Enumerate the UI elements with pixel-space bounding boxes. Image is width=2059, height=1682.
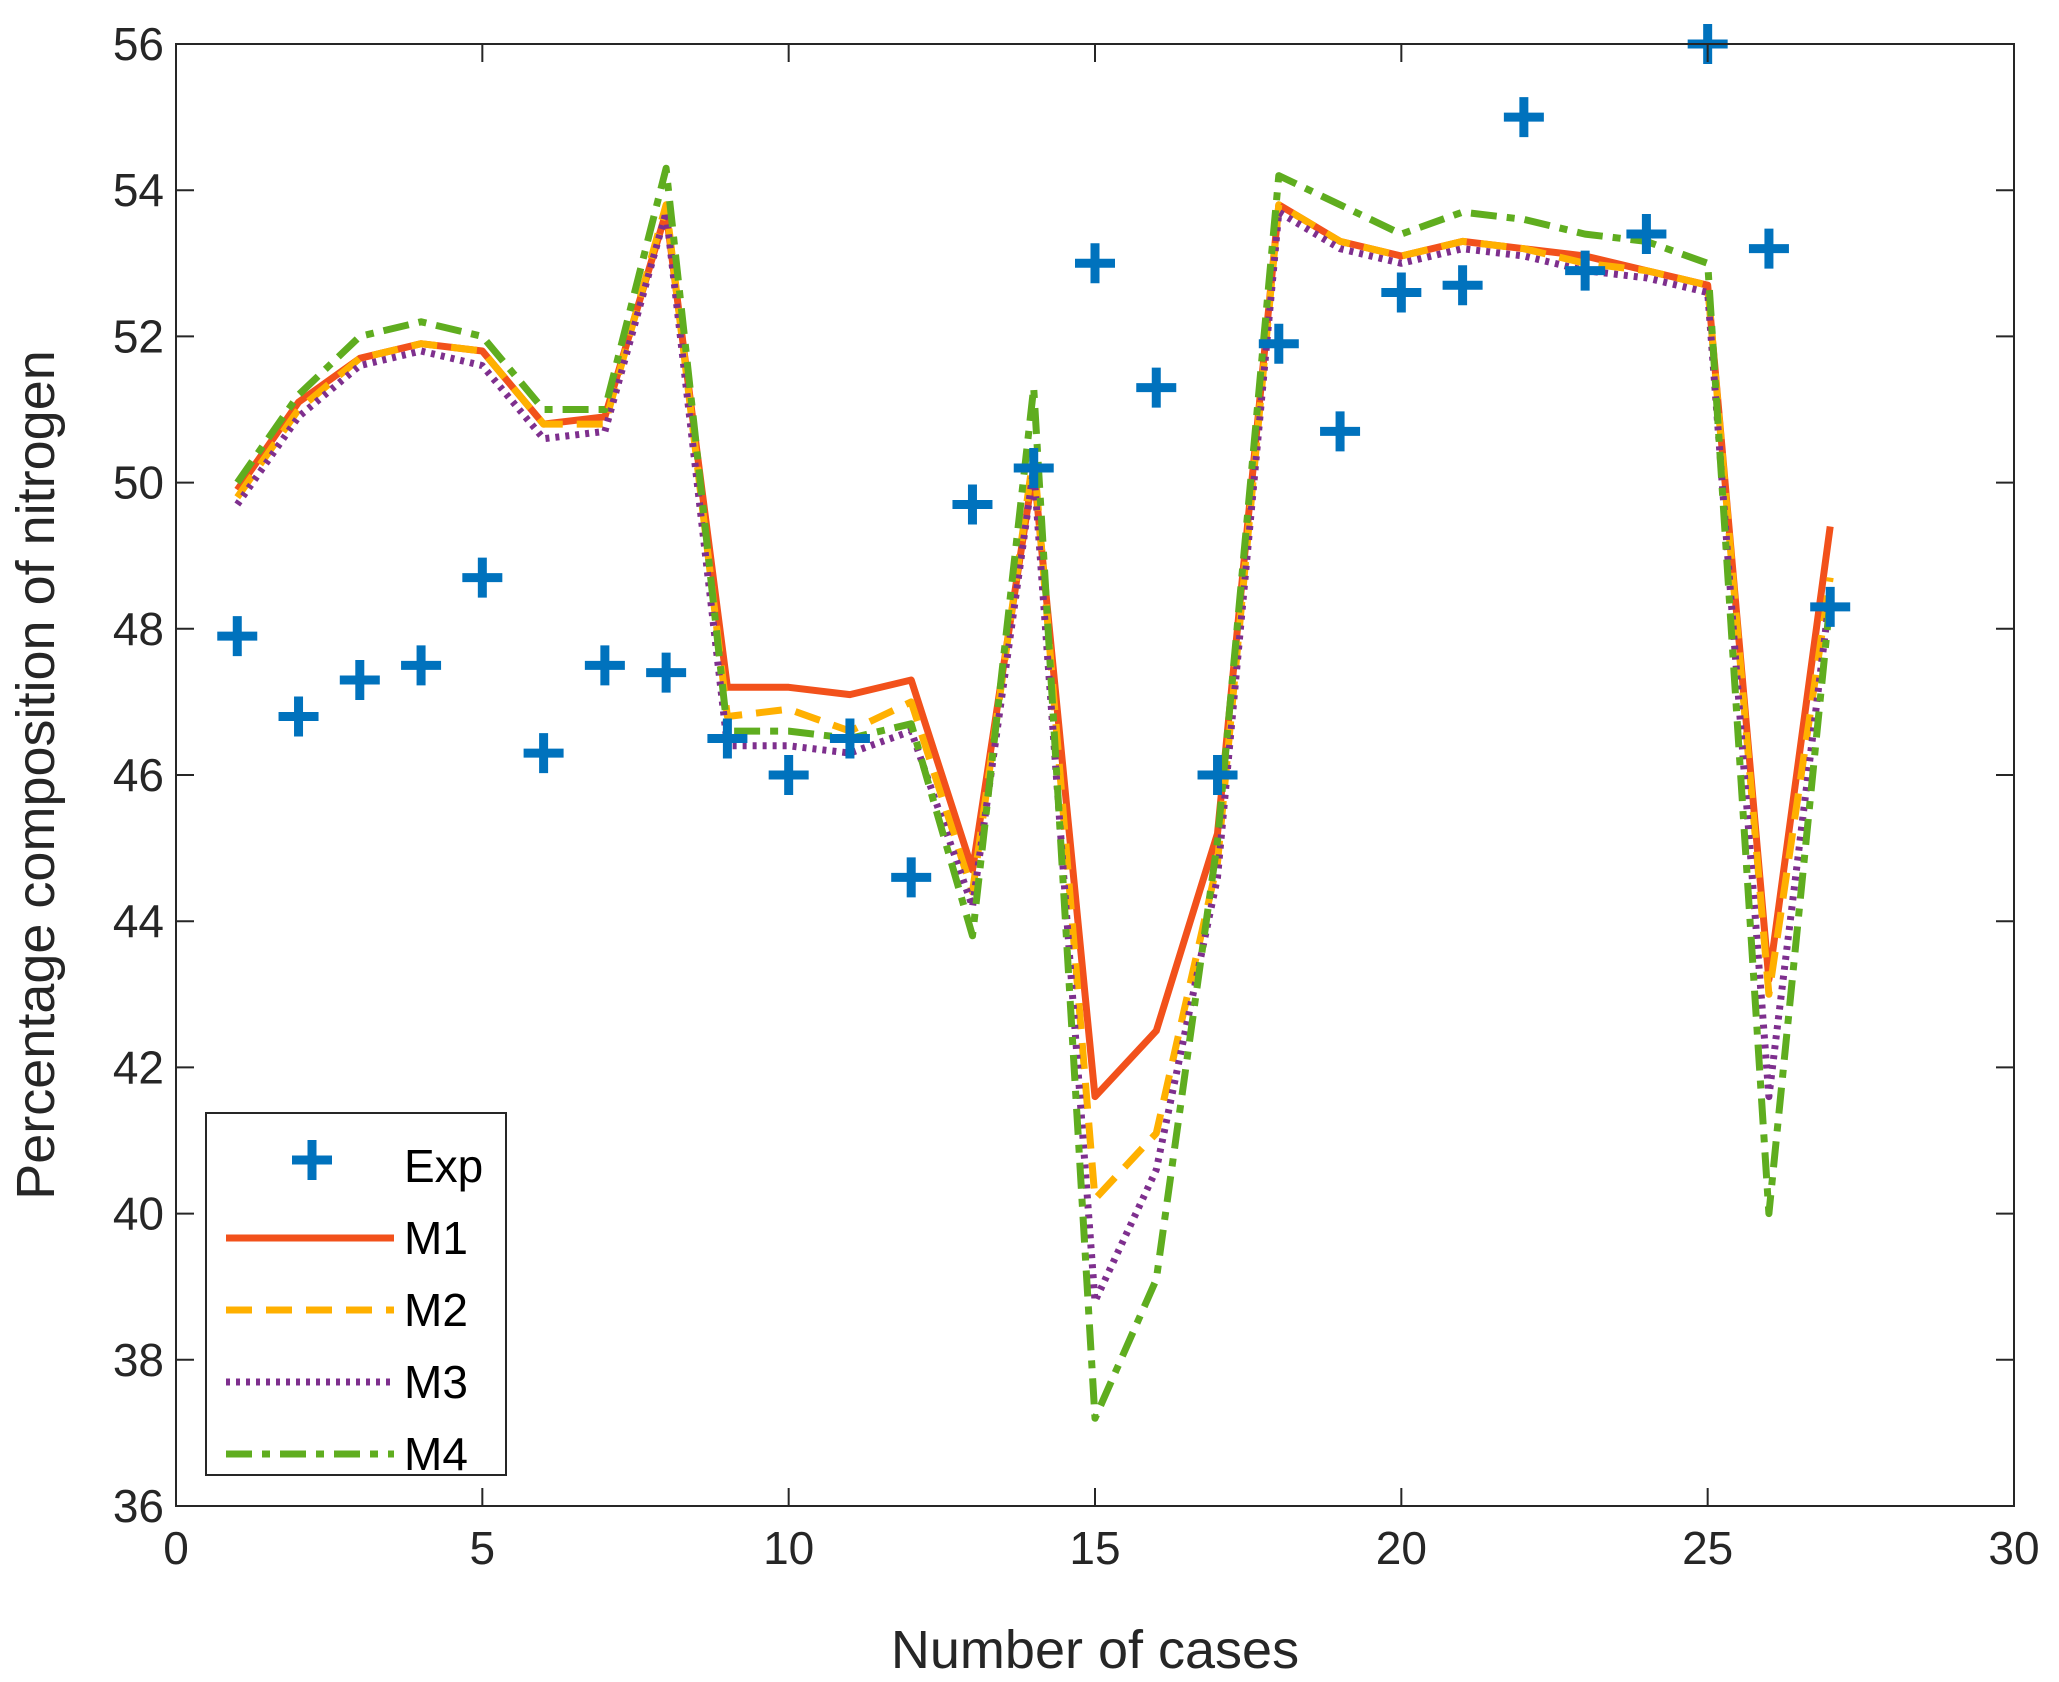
point-exp-23 <box>1565 250 1606 291</box>
y-tick-label: 42 <box>113 1041 164 1093</box>
point-exp-14 <box>1013 447 1054 488</box>
y-tick-label: 56 <box>113 18 164 70</box>
y-tick-label: 36 <box>113 1480 164 1532</box>
plot-markers <box>217 24 1851 898</box>
x-tick-label: 5 <box>470 1522 496 1574</box>
point-exp-5 <box>462 557 503 598</box>
point-exp-17 <box>1197 755 1238 795</box>
legend-box <box>205 1112 507 1476</box>
legend-label-exp: Exp <box>404 1140 483 1192</box>
point-exp-10 <box>768 755 809 795</box>
point-exp-18 <box>1258 323 1299 364</box>
x-ticks: 0 5 10 15 20 25 30 <box>163 44 2040 1574</box>
point-exp-3 <box>339 659 380 700</box>
point-exp-21 <box>1442 265 1483 306</box>
point-exp-8 <box>646 652 687 693</box>
point-exp-12 <box>891 857 932 898</box>
point-exp-13 <box>952 484 993 525</box>
legend-label-m3: M3 <box>404 1356 468 1408</box>
point-exp-2 <box>278 696 319 737</box>
y-tick-label: 46 <box>113 749 164 801</box>
point-exp-22 <box>1503 97 1544 138</box>
series-line-m4 <box>234 164 1834 1422</box>
x-tick-label: 20 <box>1376 1522 1427 1574</box>
x-tick-label: 10 <box>763 1522 814 1574</box>
point-exp-20 <box>1381 272 1422 313</box>
y-ticks: 36 38 40 42 44 46 48 50 52 54 56 <box>113 18 2014 1532</box>
y-tick-label: 44 <box>113 895 164 947</box>
y-tick-label: 54 <box>113 164 164 216</box>
y-tick-label: 40 <box>113 1188 164 1240</box>
point-exp-7 <box>584 645 625 686</box>
point-exp-19 <box>1320 411 1361 452</box>
point-exp-1 <box>217 616 258 657</box>
point-exp-15 <box>1075 243 1115 284</box>
y-tick-label: 38 <box>113 1334 164 1386</box>
x-tick-label: 15 <box>1069 1522 1120 1574</box>
y-tick-label: 48 <box>113 603 164 655</box>
point-exp-24 <box>1626 214 1667 255</box>
y-tick-label: 50 <box>113 457 164 509</box>
point-exp-27 <box>1810 586 1851 627</box>
legend-label-m1: M1 <box>404 1212 468 1264</box>
x-tick-label: 25 <box>1682 1522 1733 1574</box>
legend-label-m2: M2 <box>404 1284 468 1336</box>
point-exp-6 <box>523 733 564 774</box>
x-tick-label: 30 <box>1988 1522 2039 1574</box>
legend-swatch-exp <box>292 1140 332 1180</box>
point-exp-9 <box>707 718 748 759</box>
y-axis-title: Percentage composition of nitrogen <box>6 350 66 1200</box>
legend-label-m4: M4 <box>404 1428 468 1480</box>
point-exp-26 <box>1748 228 1789 269</box>
x-tick-label: 0 <box>163 1522 189 1574</box>
y-tick-label: 52 <box>113 310 164 362</box>
point-exp-11 <box>829 718 870 759</box>
x-axis-title: Number of cases <box>891 1620 1299 1680</box>
point-exp-16 <box>1136 367 1177 408</box>
legend: Exp M1 M2 M3 M4 <box>205 1112 507 1480</box>
point-exp-4 <box>401 645 442 686</box>
